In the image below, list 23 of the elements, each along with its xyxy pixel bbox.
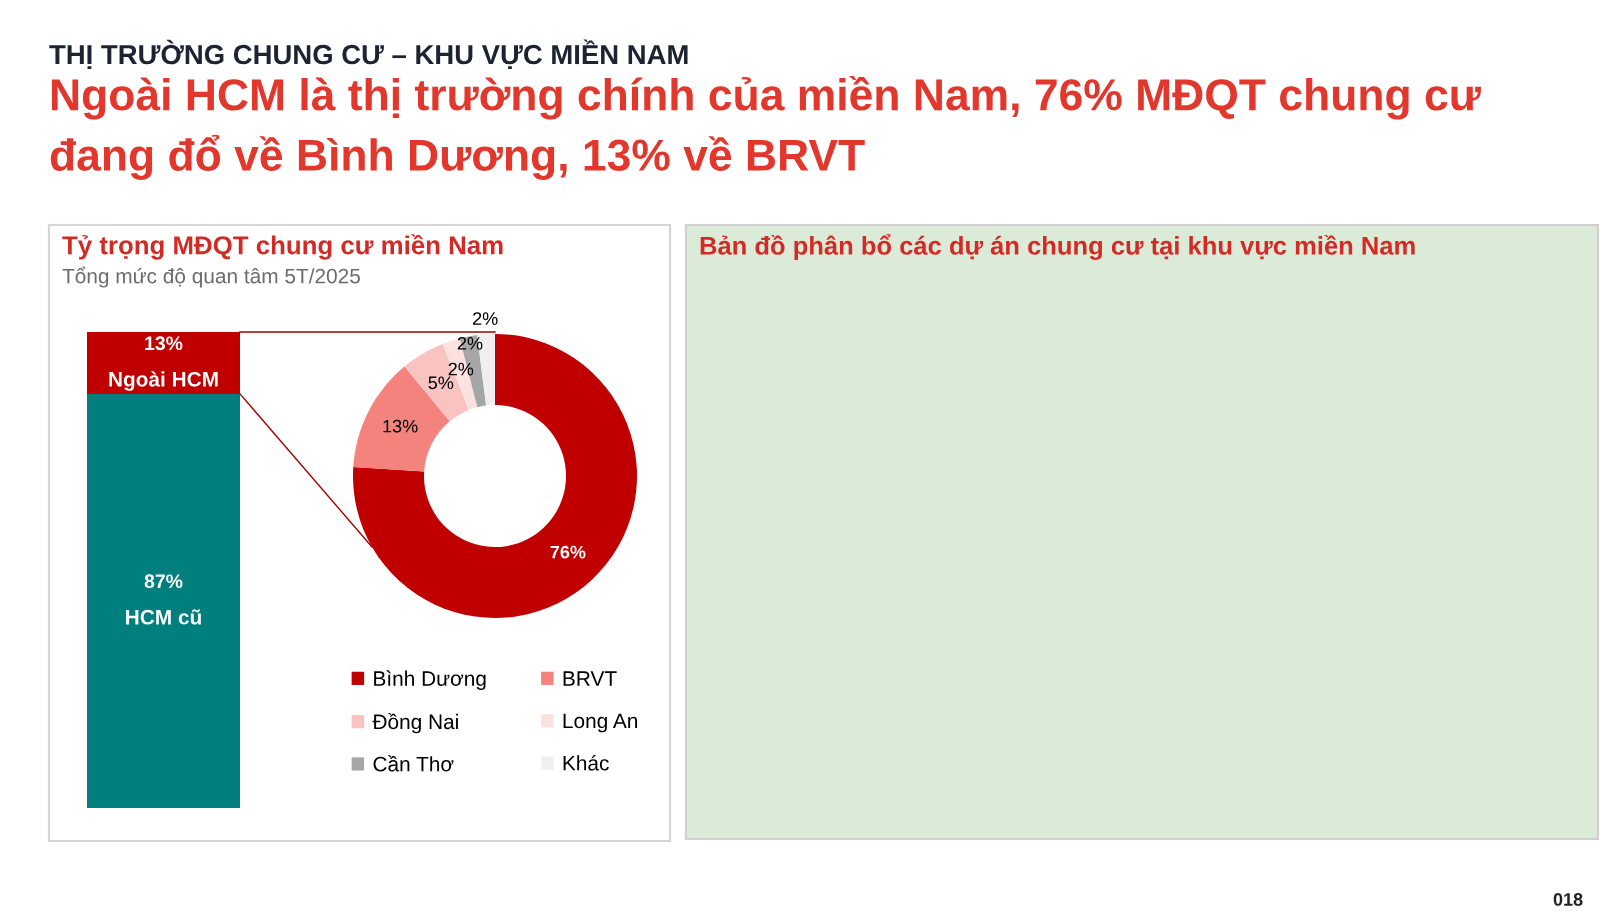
data-label: 87% <box>144 574 183 589</box>
data-label: 76% <box>550 545 586 559</box>
chart-title: Tỷ trọng MĐQT chung cư miền Nam <box>62 234 503 260</box>
data-label: 2% <box>448 362 474 376</box>
legend-label: Đồng Nai <box>372 712 458 734</box>
data-label: 5% <box>428 376 454 390</box>
legend-label: Cần Thơ <box>373 755 454 772</box>
series-label: Ngoài HCM <box>109 371 218 391</box>
chart-subtitle: Tổng mức độ quan tâm 5T/2025 <box>62 266 360 288</box>
legend-label: BRVT <box>563 671 617 686</box>
data-label: 2% <box>473 312 498 325</box>
legend-label: Khác <box>563 755 609 771</box>
text: THỊ TRƯỜNG CHUNG CƯ – KHU VỰC MIỀN NAM <box>49 39 688 69</box>
series-label: HCM cũ <box>126 609 201 625</box>
data-label: 2% <box>457 336 483 350</box>
data-label: 13% <box>383 419 418 433</box>
legend-label: Bình Dương <box>374 670 486 691</box>
text: 018 <box>1553 893 1583 906</box>
legend-label: Long An <box>563 713 638 733</box>
donut-slice <box>353 334 637 618</box>
text: Ngoài HCM là thị trường chính của miền Nam, 76% MĐQT chung cư đang đổ về Bình Dương, 13% về BRVT <box>50 76 1481 180</box>
data-label: 13% <box>145 336 183 351</box>
text: Bản đồ phân bổ các dự án chung cư tại khu vực miền Nam <box>700 233 1415 261</box>
